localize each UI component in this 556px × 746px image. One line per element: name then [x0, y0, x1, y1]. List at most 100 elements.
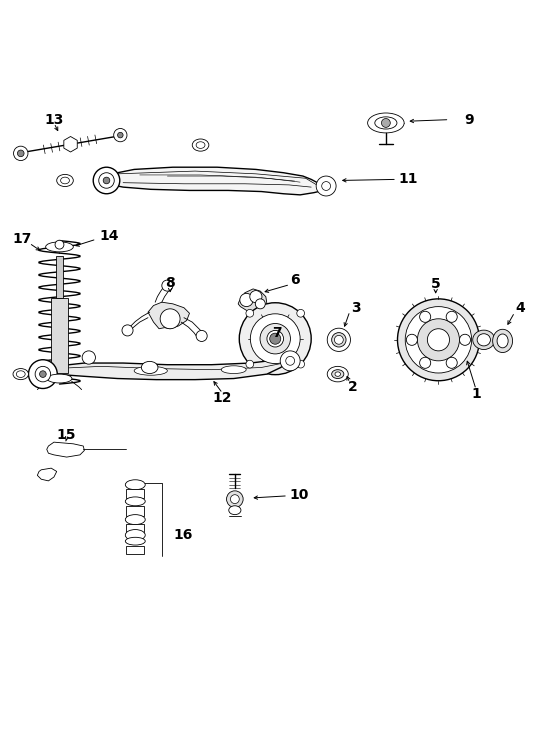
Ellipse shape [335, 372, 340, 376]
Text: 6: 6 [290, 273, 300, 287]
Bar [126, 524, 144, 532]
Polygon shape [64, 137, 77, 152]
Circle shape [250, 291, 262, 303]
Circle shape [297, 310, 305, 317]
Ellipse shape [125, 497, 145, 506]
Bar [56, 257, 63, 298]
Ellipse shape [196, 142, 205, 148]
Circle shape [381, 119, 390, 128]
Ellipse shape [493, 329, 513, 353]
Ellipse shape [267, 330, 284, 347]
Polygon shape [112, 167, 328, 195]
Ellipse shape [221, 366, 246, 374]
Text: 11: 11 [398, 172, 418, 186]
Ellipse shape [418, 319, 459, 361]
Circle shape [297, 360, 305, 368]
Polygon shape [34, 357, 295, 380]
Circle shape [420, 311, 431, 322]
Text: 7: 7 [272, 326, 282, 340]
Text: 15: 15 [57, 428, 76, 442]
Ellipse shape [230, 495, 239, 504]
Circle shape [286, 357, 295, 366]
Ellipse shape [125, 530, 145, 541]
Text: 4: 4 [515, 301, 525, 315]
Circle shape [270, 333, 281, 344]
Circle shape [446, 311, 457, 322]
Circle shape [459, 334, 470, 345]
Circle shape [93, 167, 120, 194]
Ellipse shape [332, 333, 346, 347]
Bar [126, 507, 144, 516]
Ellipse shape [405, 307, 471, 373]
Circle shape [17, 150, 24, 157]
Text: 14: 14 [100, 229, 119, 242]
Ellipse shape [327, 328, 350, 351]
Ellipse shape [47, 374, 72, 383]
Bar [126, 545, 144, 554]
Circle shape [316, 176, 336, 196]
Text: 12: 12 [213, 391, 232, 405]
Circle shape [406, 334, 418, 345]
Circle shape [117, 132, 123, 138]
Ellipse shape [125, 515, 145, 524]
Ellipse shape [497, 334, 508, 348]
Polygon shape [37, 468, 57, 481]
Circle shape [240, 293, 253, 307]
Ellipse shape [229, 506, 241, 515]
Circle shape [13, 146, 28, 160]
Circle shape [334, 336, 343, 344]
Ellipse shape [16, 371, 25, 377]
Circle shape [280, 351, 300, 371]
Ellipse shape [375, 117, 397, 129]
Text: 1: 1 [471, 387, 481, 401]
Bar [126, 489, 144, 498]
Circle shape [103, 177, 110, 184]
Ellipse shape [260, 324, 290, 354]
Text: 17: 17 [13, 232, 32, 246]
Circle shape [246, 360, 254, 368]
Ellipse shape [192, 139, 209, 151]
Polygon shape [148, 302, 190, 329]
Ellipse shape [134, 366, 167, 375]
Bar [51, 298, 68, 373]
Ellipse shape [250, 314, 300, 363]
Circle shape [446, 357, 457, 369]
Text: 10: 10 [289, 488, 309, 502]
Text: 16: 16 [173, 527, 192, 542]
Circle shape [160, 309, 180, 329]
Ellipse shape [61, 177, 70, 184]
Circle shape [196, 330, 207, 342]
Ellipse shape [239, 303, 311, 374]
Circle shape [162, 280, 173, 291]
Ellipse shape [125, 480, 145, 489]
Ellipse shape [398, 299, 479, 380]
Ellipse shape [327, 366, 348, 382]
Polygon shape [47, 442, 85, 457]
Circle shape [39, 371, 46, 377]
Ellipse shape [226, 491, 243, 507]
Ellipse shape [13, 369, 28, 380]
Text: 2: 2 [348, 380, 358, 394]
Polygon shape [238, 289, 267, 313]
Circle shape [35, 366, 51, 382]
Circle shape [322, 181, 331, 190]
Ellipse shape [477, 333, 490, 346]
Ellipse shape [368, 113, 404, 133]
Ellipse shape [332, 370, 344, 378]
Circle shape [113, 128, 127, 142]
Circle shape [82, 351, 96, 364]
Text: 13: 13 [44, 113, 63, 127]
Circle shape [122, 325, 133, 336]
Ellipse shape [57, 175, 73, 186]
Circle shape [420, 357, 431, 369]
Text: 8: 8 [165, 276, 175, 290]
Text: 3: 3 [351, 301, 360, 315]
Circle shape [55, 240, 64, 249]
Circle shape [28, 360, 57, 389]
Ellipse shape [125, 537, 145, 545]
Text: 9: 9 [464, 113, 474, 127]
Ellipse shape [46, 242, 73, 252]
Text: 5: 5 [431, 278, 440, 292]
Ellipse shape [473, 330, 495, 349]
Circle shape [255, 299, 265, 309]
